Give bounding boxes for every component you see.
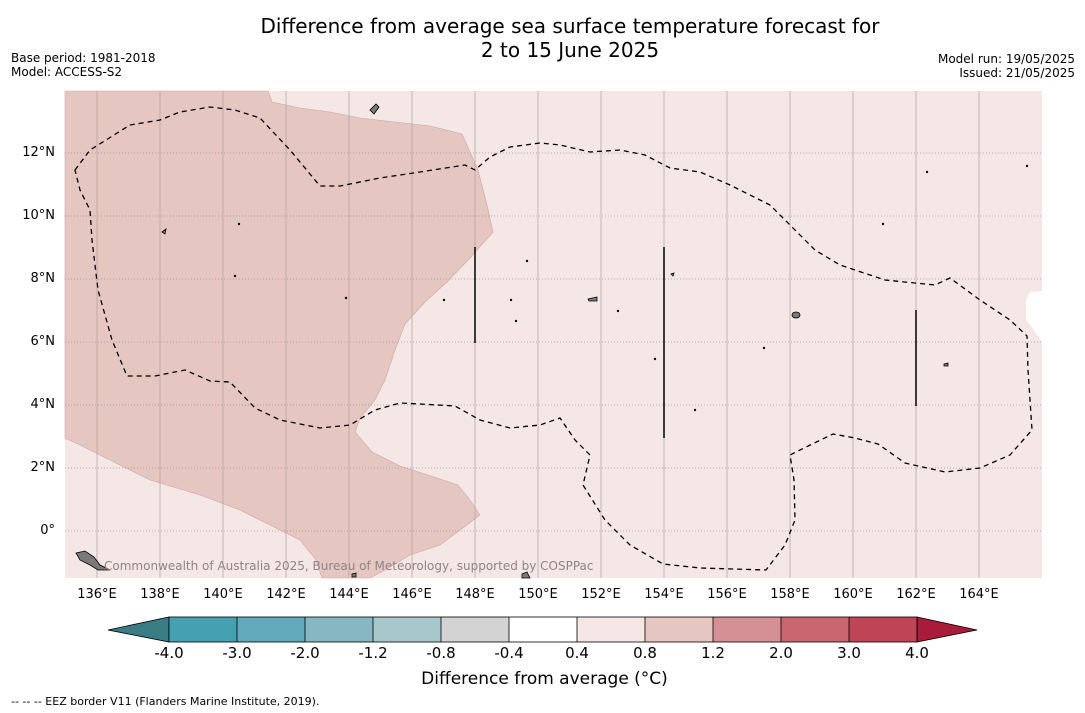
lon-label-146e: 146°E: [392, 587, 432, 602]
island-dot-10: [1025, 164, 1029, 168]
lon-label-164e: 164°E: [959, 587, 999, 602]
warm-anomaly-region: [64, 90, 494, 579]
colorbar-tick: -2.0: [290, 644, 320, 662]
eez-palau-fsm-west: [74, 106, 1033, 571]
issued-date: Issued: 21/05/2025: [959, 66, 1075, 80]
colorbar-over-arrow: [916, 616, 978, 643]
model-info: Base period: 1981-2018 Model: ACCESS-S2: [11, 51, 156, 79]
island-chuuk: [587, 296, 598, 302]
lon-label-140e: 140°E: [203, 587, 243, 602]
colorbar-tick: 3.0: [837, 644, 861, 662]
lat-label-10n: 10°N: [22, 208, 55, 223]
islands: [75, 103, 1029, 579]
lat-label-2n: 2°N: [30, 460, 56, 475]
island-dot-9: [925, 170, 929, 174]
island-new-guinea-tip: [75, 550, 111, 571]
colorbar: [107, 616, 978, 643]
lon-label-162e: 162°E: [896, 587, 936, 602]
lat-label-12n: 12°N: [22, 145, 55, 160]
colorbar-tick: 0.8: [633, 644, 657, 662]
lon-label-144e: 144°E: [329, 587, 369, 602]
neutral-patch: [1026, 291, 1042, 342]
island-yap: [161, 228, 167, 235]
colorbar-bin-3: [305, 617, 373, 642]
run-info: Model run: 19/05/2025 Issued: 21/05/2025: [938, 52, 1075, 80]
island-dot-8: [881, 222, 885, 226]
eez-footnote: -- -- -- EEZ border V11 (Flanders Marine…: [11, 695, 320, 708]
lon-label-160e: 160°E: [833, 587, 873, 602]
colorbar-tick: 2.0: [769, 644, 793, 662]
colorbar-bin-2: [237, 617, 305, 642]
boundary-segments: [474, 247, 917, 438]
eez-borders: [74, 106, 1033, 571]
island-dot-2: [442, 298, 446, 302]
colorbar-tick: -0.4: [494, 644, 524, 662]
island-dot-12: [237, 222, 241, 226]
colorbar-tick: -3.0: [222, 644, 252, 662]
colorbar-tick: -4.0: [154, 644, 184, 662]
island-guam: [369, 103, 380, 115]
lat-label-4n: 4°N: [30, 397, 56, 412]
colorbar-bin-1: [169, 617, 237, 642]
island-dot-6: [653, 357, 657, 361]
lon-label-156e: 156°E: [707, 587, 747, 602]
island-dot-1: [233, 274, 237, 278]
lon-label-138e: 138°E: [140, 587, 180, 602]
map-title: Difference from average sea surface temp…: [0, 14, 1085, 62]
lat-label-8n: 8°N: [30, 271, 56, 286]
copyright-text: Commonwealth of Australia 2025, Bureau o…: [104, 559, 594, 573]
colorbar-bin-5: [441, 617, 509, 642]
colorbar-label: Difference from average (°C): [421, 669, 668, 689]
island-dot-14: [616, 309, 620, 313]
lon-label-148e: 148°E: [455, 587, 495, 602]
base-period: Base period: 1981-2018: [11, 51, 156, 65]
title-line-2: 2 to 15 June 2025: [480, 38, 660, 62]
lon-label-150e: 150°E: [518, 587, 558, 602]
lon-label-136e: 136°E: [77, 587, 117, 602]
lon-label-154e: 154°E: [644, 587, 684, 602]
lon-label-158e: 158°E: [770, 587, 810, 602]
island-dot-4: [525, 259, 529, 263]
colorbar-bin-7: [577, 617, 645, 642]
colorbar-tick: -1.2: [358, 644, 388, 662]
island-manus: [521, 571, 531, 579]
colorbar-tick: -0.8: [426, 644, 456, 662]
colorbar-bin-8: [645, 617, 713, 642]
island-pohnpei: [791, 311, 801, 319]
colorbar-bin-9: [713, 617, 781, 642]
colorbar-tick: 1.2: [701, 644, 725, 662]
lat-label-6n: 6°N: [30, 334, 56, 349]
island-dot-7: [762, 346, 766, 350]
colorbar-tick: 4.0: [905, 644, 929, 662]
model-run: Model run: 19/05/2025: [937, 52, 1075, 66]
island-mid-atoll: [670, 272, 675, 277]
island-dot-3: [509, 298, 513, 302]
colorbar-bin-10: [781, 617, 849, 642]
model-name: Model: ACCESS-S2: [11, 65, 123, 79]
lon-label-142e: 142°E: [266, 587, 306, 602]
lat-label-0: 0°: [40, 523, 55, 538]
colorbar-under-arrow: [107, 616, 170, 643]
island-dot-5: [514, 319, 518, 323]
colorbar-bin-6: [509, 617, 577, 642]
gridlines: [65, 91, 1042, 578]
colorbar-tick: 0.4: [565, 644, 589, 662]
island-dot-13: [344, 296, 348, 300]
island-small-south: [351, 572, 357, 578]
island-kosrae: [943, 362, 949, 367]
colorbar-bin-11: [849, 617, 917, 642]
island-dot-11: [693, 408, 697, 412]
colorbar-bin-4: [373, 617, 441, 642]
title-line-1: Difference from average sea surface temp…: [260, 14, 880, 38]
lon-label-152e: 152°E: [581, 587, 621, 602]
